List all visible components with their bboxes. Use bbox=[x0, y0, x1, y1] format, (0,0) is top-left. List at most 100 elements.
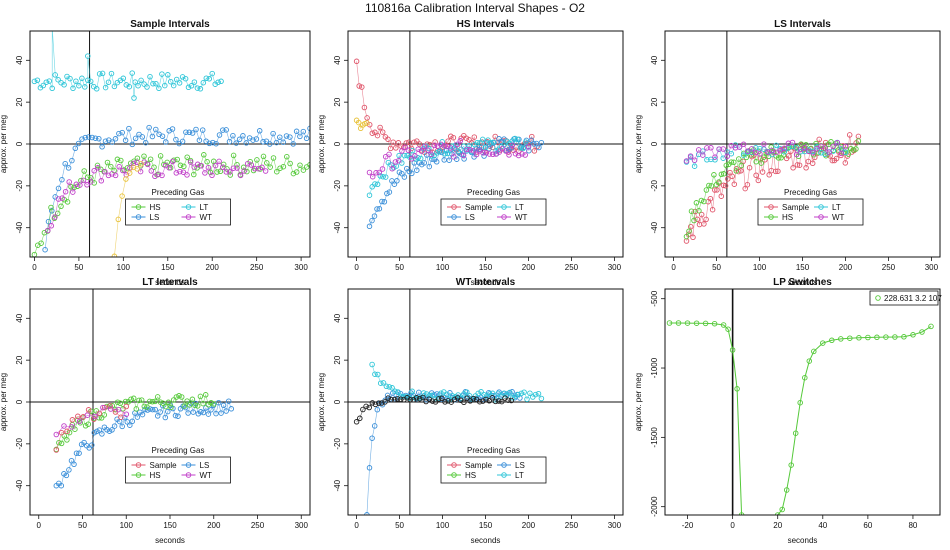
data-point bbox=[147, 156, 154, 162]
data-point bbox=[363, 403, 369, 410]
y-tick-label: 0 bbox=[15, 399, 24, 404]
data-point bbox=[718, 193, 725, 199]
data-point bbox=[382, 399, 388, 405]
data-point bbox=[797, 399, 803, 406]
data-point bbox=[688, 208, 695, 214]
legend-key-marker bbox=[501, 204, 507, 210]
data-point bbox=[116, 163, 122, 170]
x-tick-label: 150 bbox=[796, 263, 810, 272]
series-line bbox=[34, 31, 222, 99]
data-point bbox=[529, 133, 535, 140]
data-point bbox=[58, 203, 64, 210]
data-point bbox=[805, 158, 812, 165]
data-point bbox=[181, 403, 188, 409]
data-point bbox=[253, 136, 260, 142]
series-hs bbox=[353, 117, 370, 132]
data-point bbox=[69, 424, 75, 430]
data-point bbox=[723, 162, 730, 169]
data-point bbox=[398, 396, 404, 403]
data-point bbox=[728, 159, 735, 165]
data-point bbox=[177, 162, 184, 169]
data-point bbox=[129, 141, 136, 148]
data-point bbox=[445, 138, 451, 144]
data-point bbox=[85, 421, 92, 427]
data-point bbox=[768, 144, 774, 150]
legend-label: LT bbox=[200, 203, 209, 212]
data-point bbox=[826, 149, 832, 155]
data-point bbox=[135, 82, 141, 89]
panel-title: LS Intervals bbox=[774, 19, 831, 30]
data-point bbox=[175, 413, 181, 419]
data-point bbox=[865, 334, 871, 341]
data-point bbox=[683, 233, 690, 240]
data-point bbox=[703, 216, 709, 223]
data-point bbox=[119, 129, 125, 136]
legend-entry: Sample bbox=[131, 461, 178, 470]
series-sample bbox=[53, 403, 130, 453]
data-point bbox=[141, 153, 147, 159]
data-point bbox=[414, 167, 420, 173]
data-point bbox=[277, 134, 283, 140]
data-point bbox=[201, 152, 207, 158]
data-point bbox=[708, 156, 714, 163]
plot-area bbox=[666, 289, 934, 515]
panel-2: HS Intervals seconds approx. per meg 0 50 100… bbox=[317, 19, 624, 287]
data-point bbox=[443, 391, 450, 398]
x-tick-label: 150 bbox=[161, 263, 175, 272]
legend-label: HS bbox=[150, 203, 161, 212]
data-point bbox=[50, 25, 55, 30]
series-wt bbox=[683, 139, 849, 164]
data-point bbox=[84, 412, 91, 418]
data-point bbox=[34, 77, 41, 83]
legend-entry: WT bbox=[497, 213, 528, 222]
data-point bbox=[146, 124, 152, 131]
data-point bbox=[194, 161, 201, 168]
data-point bbox=[775, 168, 781, 174]
data-point bbox=[216, 158, 222, 165]
x-tick-label: 200 bbox=[522, 521, 536, 530]
data-point bbox=[432, 399, 439, 405]
data-point bbox=[69, 417, 76, 423]
data-point bbox=[233, 140, 239, 146]
data-point bbox=[216, 132, 223, 138]
data-point bbox=[154, 394, 161, 400]
data-point bbox=[744, 181, 751, 188]
data-point bbox=[420, 394, 426, 401]
data-point bbox=[435, 396, 442, 402]
data-point bbox=[184, 398, 190, 404]
data-point bbox=[371, 423, 378, 429]
plot-area bbox=[348, 31, 623, 257]
legend: Preceding Gas Sample LS HS LT bbox=[440, 446, 547, 484]
data-point bbox=[693, 320, 700, 326]
plot-frame bbox=[347, 30, 624, 258]
data-point bbox=[490, 139, 497, 145]
data-point bbox=[172, 412, 179, 419]
data-point bbox=[139, 134, 146, 140]
data-point bbox=[405, 147, 412, 154]
legend-entry: LT bbox=[814, 203, 841, 212]
data-point bbox=[202, 392, 209, 398]
data-point bbox=[142, 139, 149, 146]
data-point bbox=[122, 137, 129, 144]
data-point bbox=[129, 418, 136, 425]
data-point bbox=[389, 165, 395, 172]
legend-key-marker bbox=[135, 204, 142, 210]
data-point bbox=[206, 140, 213, 147]
data-point bbox=[470, 147, 477, 154]
legend-label: WT bbox=[515, 213, 528, 222]
data-point bbox=[432, 139, 438, 145]
data-point bbox=[115, 406, 122, 413]
data-point bbox=[483, 396, 489, 403]
data-point bbox=[132, 135, 139, 142]
data-point bbox=[104, 159, 111, 166]
data-point bbox=[205, 164, 212, 171]
data-point bbox=[846, 132, 853, 138]
y-tick-label: -20 bbox=[15, 438, 24, 450]
data-point bbox=[198, 409, 204, 415]
legend-label: Sample bbox=[150, 461, 178, 470]
data-point bbox=[55, 76, 61, 83]
data-point bbox=[788, 462, 794, 468]
data-point bbox=[71, 461, 77, 468]
data-point bbox=[371, 213, 378, 219]
